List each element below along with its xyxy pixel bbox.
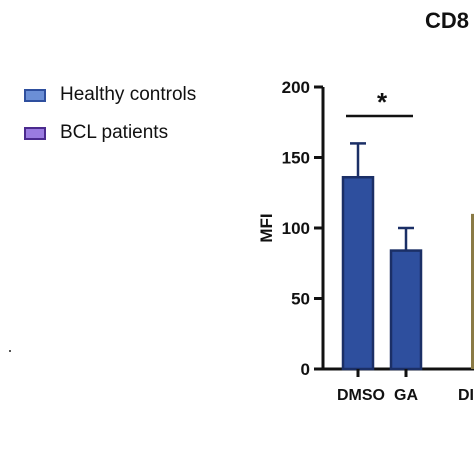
legend: Healthy controls BCL patients	[24, 76, 196, 152]
chart-title: CD8	[425, 8, 470, 33]
legend-label-healthy-controls: Healthy controls	[60, 84, 197, 105]
y-tick-label-50: 50	[291, 290, 310, 309]
y-axis-label: MFI	[257, 213, 276, 242]
legend-swatch-bcl-patients	[24, 126, 46, 140]
bar-dmso	[341, 175, 375, 371]
legend-item-bcl-patients: BCL patients	[24, 114, 196, 152]
legend-swatch-healthy-controls	[24, 88, 46, 102]
legend-item-healthy-controls: Healthy controls	[24, 76, 196, 114]
significance-star: *	[377, 87, 388, 117]
bar-ga	[389, 249, 423, 371]
y-tick-label-200: 200	[282, 78, 310, 97]
stray-mark	[9, 350, 11, 352]
x-tick-label-ga: GA	[394, 387, 418, 404]
x-tick-label-dmso: DMSO	[337, 387, 385, 404]
legend-label-bcl-patients: BCL patients	[60, 122, 169, 143]
y-tick-label-150: 150	[282, 149, 310, 168]
x-tick-label-partial: DI	[458, 387, 474, 404]
y-tick-label-0: 0	[301, 360, 310, 379]
y-tick-label-100: 100	[282, 219, 310, 238]
